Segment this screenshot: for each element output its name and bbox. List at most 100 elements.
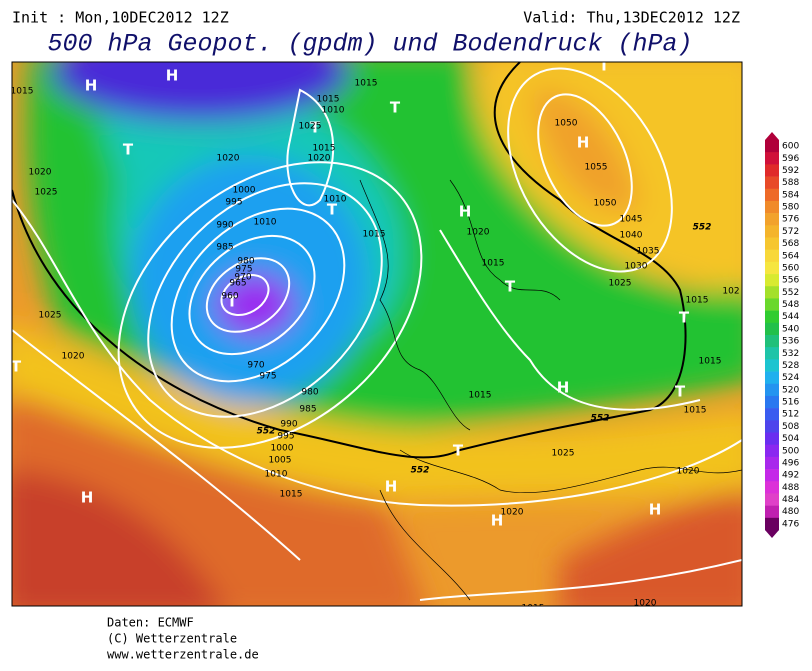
isobar-label: 1020 (501, 508, 524, 518)
isobar-label: 1015 (317, 95, 340, 105)
isobar-label: 1005 (269, 456, 292, 466)
isobar-label: 1035 (637, 247, 660, 257)
isobar-label: 102 (722, 287, 739, 297)
colorbar-cell (765, 420, 779, 433)
colorbar-label: 516 (782, 398, 799, 408)
colorbar-cell (765, 335, 779, 348)
purple-north (50, 62, 350, 122)
colorbar-cell (765, 505, 779, 519)
colorbar-cell (765, 322, 779, 336)
colorbar-cell (765, 176, 779, 190)
contour-label: 552 (411, 466, 430, 476)
isobar-label: 1040 (620, 231, 643, 241)
colorbar-label: 540 (782, 324, 799, 334)
isobar-label: 1050 (594, 199, 617, 209)
colorbar-cell (765, 493, 779, 506)
warm-zone-se (560, 486, 742, 606)
colorbar-label: 496 (782, 458, 799, 468)
isobar-label: 1015 (355, 79, 378, 89)
colorbar-label: 568 (782, 239, 799, 249)
contour-label: 552 (591, 414, 610, 424)
map-frame (11, 61, 743, 607)
contour-label: 552 (693, 223, 712, 233)
colorbar-cell (765, 152, 779, 165)
isobar-label: 1020 (29, 168, 52, 178)
hot-zone (12, 470, 223, 606)
colorbar-label: 572 (782, 227, 799, 237)
colorbar-cell (765, 261, 779, 275)
pressure-center: T (327, 201, 338, 219)
isobar-label: 1015 (686, 296, 709, 306)
colorbar-cell (765, 140, 779, 153)
isobar-label: 1015 (469, 391, 492, 401)
isobar-label: 1015 (699, 357, 722, 367)
isobars (12, 67, 742, 601)
isobar-label: 995 (277, 432, 294, 442)
contour-552 (12, 62, 687, 459)
colorbar: 600 596 592 588 584 580 576 572 568 564 560 556 552 5… (765, 132, 799, 538)
purple-low (215, 273, 295, 337)
isobar-label: 1010 (324, 195, 347, 205)
isobar-label: 980 (237, 257, 254, 267)
colorbar-cell (765, 395, 779, 409)
valid-time: Valid: Thu,13DEC2012 12Z (523, 9, 740, 27)
isobar-label: 1015 (313, 144, 336, 154)
pressure-center: H (166, 67, 179, 85)
isobar-label: 1025 (299, 122, 322, 132)
isobar-label: 1055 (585, 163, 608, 173)
isobar-label: 975 (259, 372, 276, 382)
colorbar-label: 492 (782, 471, 799, 481)
pressure-center: H (577, 134, 590, 152)
footer-line: Daten: ECMWF (107, 616, 194, 630)
isobar-label: 1020 (677, 467, 700, 477)
isobar-label: 1015 (280, 490, 303, 500)
colorbar-cap-top (765, 132, 779, 140)
colorbar-cell (765, 188, 779, 202)
isobar-label: 1000 (271, 444, 294, 454)
colorbar-cell (765, 371, 779, 385)
isobar-label: 1015 (522, 604, 545, 614)
isobar-label: 965 (229, 279, 246, 289)
colorbar-cell (765, 456, 779, 470)
isobar-label: 1025 (39, 311, 62, 321)
isobar-label: 1015 (11, 87, 34, 97)
colorbar-label: 536 (782, 337, 799, 347)
ridge-core (530, 89, 640, 212)
isobar-label: 980 (301, 388, 318, 398)
colorbar-cell (765, 249, 779, 263)
colorbar-label: 544 (782, 312, 799, 322)
colorbar-cell (765, 408, 779, 421)
pressure-center: H (557, 379, 570, 397)
isobar-label: 1050 (555, 119, 578, 129)
colorbar-label: 592 (782, 166, 799, 176)
colorbar-cell (765, 481, 779, 494)
footer-line: (C) Wetterzentrale (107, 632, 237, 646)
colorbar-label: 476 (782, 519, 799, 529)
footer: Daten: ECMWF (C) Wetterzentrale www.wetter… (107, 616, 259, 662)
isobar-label: 1025 (552, 449, 575, 459)
colorbar-label: 548 (782, 300, 799, 310)
colorbar-cell (765, 517, 779, 531)
pressure-center: T (679, 309, 690, 327)
pressure-center: H (81, 489, 94, 507)
colorbar-label: 588 (782, 178, 799, 188)
contour-label: 552 (257, 427, 276, 437)
pressure-center: T (227, 293, 238, 311)
colorbar-cell (765, 432, 779, 445)
pressure-center: H (649, 501, 662, 519)
colorbar-cell (765, 469, 779, 482)
colorbar-label: 504 (782, 434, 799, 444)
colorbar-cell (765, 200, 779, 214)
isobar-label: 985 (299, 405, 316, 415)
pressure-center: T (599, 57, 610, 75)
colorbar-cell (765, 383, 779, 397)
isobar-label: 1020 (62, 352, 85, 362)
isobar-label: 1025 (35, 188, 58, 198)
pressure-center: T (390, 99, 401, 117)
init-time: Init : Mon,10DEC2012 12Z (12, 9, 229, 27)
colorbar-label: 484 (782, 495, 799, 505)
isobar-label: 1025 (609, 279, 632, 289)
pressure-center: H (85, 77, 98, 95)
